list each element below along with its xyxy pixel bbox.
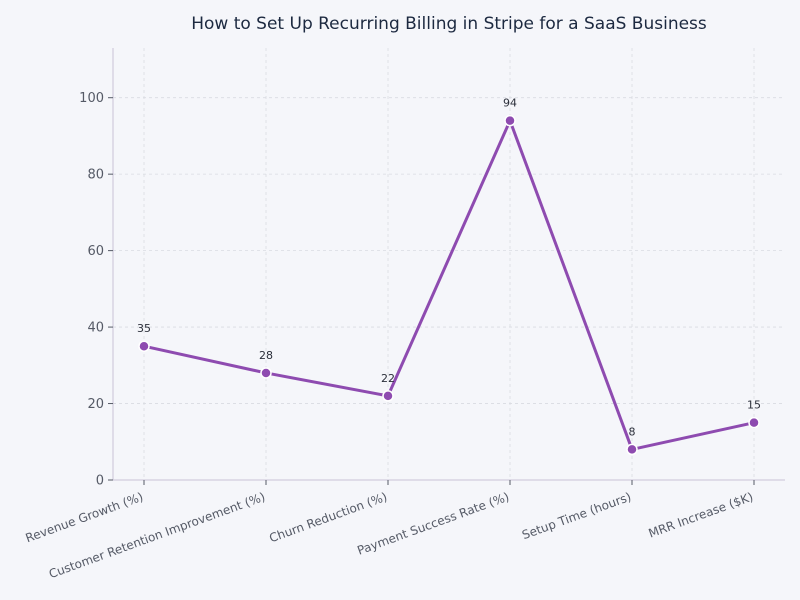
y-axis-ticks: 0 20 40 60 80 100	[79, 91, 113, 489]
y-tick-label: 40	[87, 321, 104, 336]
grid	[113, 48, 785, 481]
data-label: 8	[629, 425, 636, 438]
data-label: 28	[259, 349, 273, 362]
data-label: 22	[381, 372, 395, 385]
data-label: 94	[503, 97, 517, 110]
data-point	[626, 443, 638, 456]
data-point	[748, 416, 760, 429]
series: 35 28 22 94 8 15	[137, 97, 761, 456]
plot-area	[113, 48, 785, 480]
data-point	[504, 114, 516, 127]
data-label: 35	[137, 322, 151, 335]
x-tick-label: Setup Time (hours)	[520, 490, 633, 542]
x-axis-ticks: Revenue Growth (%)Customer Retention Imp…	[24, 480, 755, 581]
x-tick-label: Customer Retention Improvement (%)	[47, 490, 267, 582]
y-tick-label: 100	[79, 91, 104, 106]
data-label: 15	[747, 399, 761, 412]
data-point	[138, 340, 150, 352]
x-tick-label: MRR Increase ($K)	[647, 490, 755, 541]
y-tick-label: 20	[87, 397, 104, 412]
x-tick-label: Revenue Growth (%)	[24, 490, 145, 546]
data-point	[260, 367, 272, 379]
data-point	[382, 390, 394, 402]
x-tick-label: Churn Reduction (%)	[267, 490, 389, 546]
y-tick-label: 60	[87, 244, 104, 259]
series-line	[142, 119, 756, 451]
chart-title: How to Set Up Recurring Billing in Strip…	[191, 14, 707, 34]
y-tick-label: 80	[87, 168, 104, 183]
y-tick-label: 0	[96, 474, 104, 489]
